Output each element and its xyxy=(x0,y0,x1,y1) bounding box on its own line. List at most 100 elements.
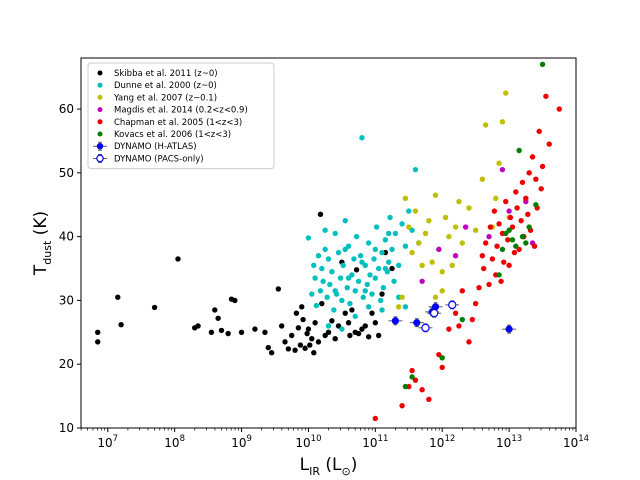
legend-label: Yang et al. 2007 (z~0.1) xyxy=(113,93,217,103)
point-series-1 xyxy=(325,323,332,329)
point-series-2 xyxy=(459,240,465,246)
point-series-4 xyxy=(514,205,520,211)
point-series-5 xyxy=(409,374,415,380)
point-series-4 xyxy=(538,186,544,192)
point-series-2 xyxy=(419,262,425,269)
point-series-1 xyxy=(406,208,412,214)
point-series-2 xyxy=(466,205,472,211)
point-series-4 xyxy=(426,396,432,402)
x-tick-label: 109 xyxy=(231,434,252,450)
point-series-4 xyxy=(507,214,514,221)
point-series-0 xyxy=(365,334,372,340)
data-points xyxy=(95,61,562,422)
x-tick-label: 1010 xyxy=(295,434,321,450)
point-series-2 xyxy=(426,217,432,224)
legend-marker xyxy=(97,70,103,76)
point-series-1 xyxy=(399,221,405,227)
point-series-0 xyxy=(285,346,292,352)
point-series-4 xyxy=(482,240,489,246)
point-series-0 xyxy=(292,347,298,353)
point-series-4 xyxy=(529,154,536,160)
point-series-4 xyxy=(516,246,522,253)
point-series-4 xyxy=(412,377,419,383)
point-series-5 xyxy=(439,355,445,361)
point-series-0 xyxy=(268,350,275,356)
point-series-4 xyxy=(519,179,526,186)
point-series-1 xyxy=(339,297,345,304)
point-series-1 xyxy=(313,302,320,309)
point-series-5 xyxy=(516,147,522,154)
point-series-6 xyxy=(391,317,399,325)
point-series-1 xyxy=(389,246,395,253)
point-series-4 xyxy=(466,339,472,345)
legend-marker xyxy=(96,143,104,150)
point-series-1 xyxy=(342,246,348,253)
point-series-2 xyxy=(422,230,429,237)
series-4 xyxy=(372,93,562,422)
point-series-2 xyxy=(493,195,499,202)
point-series-1 xyxy=(344,284,350,291)
point-series-0 xyxy=(215,315,221,321)
x-tick-label: 1014 xyxy=(563,434,589,450)
x-tick-label: 107 xyxy=(97,434,118,450)
point-series-1 xyxy=(317,288,324,294)
point-series-0 xyxy=(232,297,238,304)
y-tick-label: 10 xyxy=(59,421,74,435)
point-series-1 xyxy=(362,288,368,294)
legend-label: Dunne et al. 2000 (z~0) xyxy=(114,81,217,91)
point-series-0 xyxy=(307,342,313,348)
point-series-2 xyxy=(432,192,439,198)
x-tick-label: 1012 xyxy=(429,434,455,450)
point-series-2 xyxy=(472,227,479,233)
point-series-7 xyxy=(429,308,439,318)
point-series-0 xyxy=(151,304,158,311)
point-series-4 xyxy=(439,364,445,371)
point-series-0 xyxy=(322,332,328,339)
point-series-2 xyxy=(499,119,506,125)
point-series-0 xyxy=(118,321,124,328)
point-series-0 xyxy=(275,286,282,292)
point-series-2 xyxy=(439,269,445,275)
point-series-1 xyxy=(312,275,318,281)
point-series-1 xyxy=(369,291,375,297)
point-series-1 xyxy=(379,249,385,256)
point-series-4 xyxy=(501,259,507,265)
legend: Skibba et al. 2011 (z~0) Dunne et al. 200… xyxy=(87,62,275,170)
point-series-0 xyxy=(369,310,375,316)
point-series-4 xyxy=(436,351,442,358)
point-series-1 xyxy=(320,278,326,284)
point-series-3 xyxy=(462,224,469,230)
y-tick-label: 20 xyxy=(59,357,74,371)
legend-label: DYNAMO (PACS-only) xyxy=(114,154,204,164)
point-series-1 xyxy=(335,249,342,256)
point-series-2 xyxy=(412,208,419,214)
point-series-0 xyxy=(389,265,395,272)
point-series-1 xyxy=(409,227,415,233)
point-series-1 xyxy=(387,214,393,221)
point-series-0 xyxy=(297,342,304,348)
point-series-3 xyxy=(452,253,459,259)
point-series-1 xyxy=(375,265,382,272)
point-series-0 xyxy=(218,327,225,334)
point-series-5 xyxy=(499,246,506,253)
legend-box xyxy=(87,62,275,170)
axis-labels: LIR (L⊙) Tdust (K) xyxy=(31,211,357,478)
point-series-4 xyxy=(446,326,452,332)
tick-labels: 107 108 109 1010 1011 1012 1013 1014 10 20 30 40 50 6… xyxy=(59,102,589,450)
point-series-6 xyxy=(505,325,513,333)
point-series-4 xyxy=(498,278,504,284)
point-series-2 xyxy=(432,294,439,300)
point-series-0 xyxy=(359,326,365,332)
point-series-0 xyxy=(311,350,317,356)
point-series-1 xyxy=(373,224,380,230)
point-series-5 xyxy=(519,233,526,240)
point-series-2 xyxy=(479,176,486,182)
point-series-2 xyxy=(503,90,509,96)
series-1 xyxy=(305,135,422,332)
point-series-1 xyxy=(364,281,370,288)
point-series-4 xyxy=(486,281,492,288)
point-series-0 xyxy=(302,345,308,351)
point-series-4 xyxy=(496,221,502,227)
point-series-0 xyxy=(332,335,338,342)
